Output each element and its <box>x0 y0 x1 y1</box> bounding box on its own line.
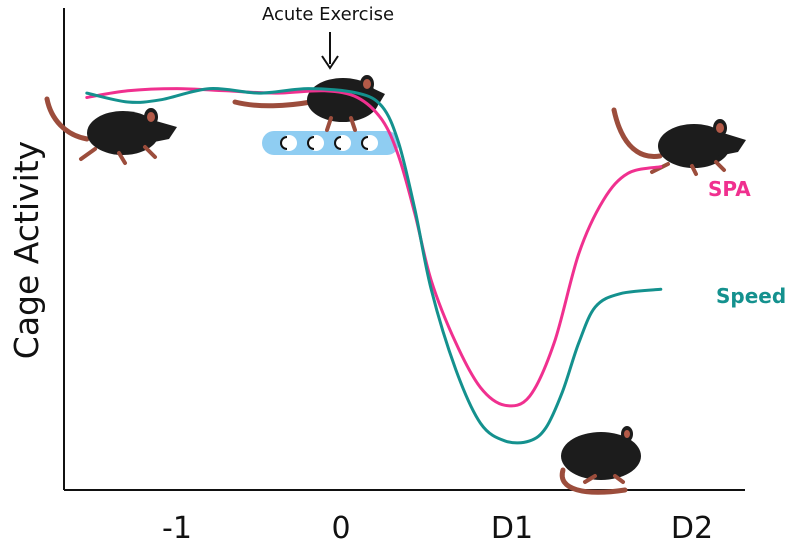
series-label-speed: Speed <box>716 284 786 308</box>
annotation-label: Acute Exercise <box>262 4 394 25</box>
treadmill-icon <box>262 131 399 155</box>
x-tick-label: 0 <box>331 511 350 546</box>
mouse-icon <box>44 96 177 165</box>
y-axis-label: Cage Activity <box>7 141 46 359</box>
down-arrow-icon <box>321 32 339 70</box>
series-layer <box>85 86 663 445</box>
mouse-icon <box>611 107 746 176</box>
x-tick-label: D2 <box>671 511 713 546</box>
series-label-spa: SPA <box>708 177 751 201</box>
x-tick-label: -1 <box>162 511 192 546</box>
x-tick-label: D1 <box>491 511 533 546</box>
x-tick-labels: -1 0 D1 D2 <box>162 511 713 546</box>
mouse-icon <box>232 75 385 132</box>
mouse-icon <box>559 426 641 495</box>
series-line-speed <box>85 86 663 445</box>
